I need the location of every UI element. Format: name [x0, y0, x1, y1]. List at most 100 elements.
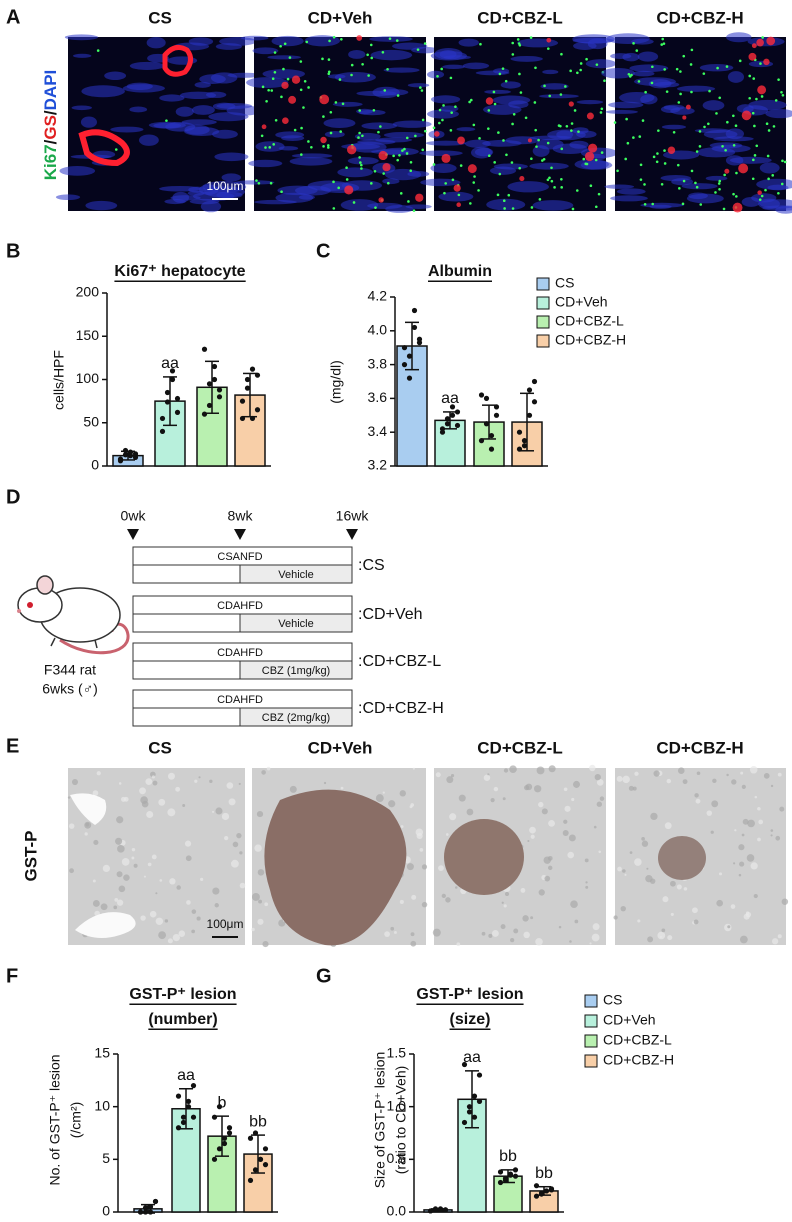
- ki67-dot: [432, 163, 436, 166]
- ki67-dot: [672, 130, 676, 134]
- nucleus-blue: [275, 131, 305, 139]
- nucleus-blue: [304, 35, 341, 47]
- tissue-texture: [228, 798, 236, 806]
- ki67-dot: [541, 159, 544, 162]
- tissue-texture: [120, 796, 126, 802]
- group-label: :CD+Veh: [358, 606, 422, 623]
- ki67-dot: [599, 111, 603, 114]
- treatment-box: [132, 707, 241, 727]
- ki67-dot: [444, 182, 447, 185]
- column-title: CD+CBZ-L: [477, 8, 562, 27]
- tissue-texture: [131, 856, 135, 860]
- tissue-texture: [410, 940, 417, 947]
- tissue-texture: [562, 830, 569, 837]
- tissue-texture: [585, 885, 589, 889]
- ki67-dot: [780, 182, 784, 186]
- gs-dot: [457, 136, 465, 145]
- ki67-dot: [322, 145, 325, 148]
- data-point: [444, 416, 451, 422]
- ki67-dot: [300, 153, 303, 156]
- legend-swatch: [536, 315, 550, 329]
- data-point: [247, 1177, 254, 1183]
- ki67-dot: [594, 205, 598, 209]
- tissue-texture: [734, 829, 737, 832]
- data-point: [164, 389, 171, 396]
- tissue-texture: [164, 919, 169, 923]
- data-point: [466, 1109, 473, 1115]
- data-point: [512, 1173, 519, 1179]
- nucleus-blue: [661, 124, 687, 130]
- ki67-dot: [724, 148, 727, 152]
- ki67-dot: [442, 104, 445, 107]
- tissue-texture: [645, 875, 653, 883]
- tissue-texture: [411, 894, 417, 900]
- nucleus-blue: [104, 71, 127, 81]
- stain-dapi: DAPI: [41, 70, 60, 111]
- y-axis-label: (/cm²): [68, 1102, 84, 1139]
- ki67-dot: [412, 209, 416, 212]
- data-point: [190, 1083, 197, 1089]
- tissue-texture: [620, 905, 626, 912]
- data-point: [526, 387, 533, 393]
- timepoint: 16wk: [336, 508, 370, 524]
- tissue-texture: [584, 858, 589, 863]
- ki67-dot: [372, 108, 376, 112]
- treatment-label: CBZ (2mg/kg): [262, 712, 330, 724]
- ki67-dot: [625, 117, 628, 121]
- nucleus-blue: [756, 178, 792, 190]
- ki67-dot: [679, 70, 682, 73]
- tissue-texture: [770, 784, 774, 788]
- legend-swatch: [584, 1014, 598, 1028]
- data-point: [401, 362, 408, 368]
- y-tick-label: 1.0: [387, 1097, 407, 1113]
- ki67-dot: [639, 178, 643, 181]
- data-point: [211, 376, 218, 383]
- ki67-dot: [329, 131, 333, 135]
- gs-dot: [756, 38, 764, 47]
- significance-label: aa: [463, 1049, 481, 1066]
- tissue-texture: [93, 839, 99, 846]
- ki67-dot: [360, 167, 363, 170]
- nucleus-blue: [110, 126, 144, 133]
- tissue-texture: [741, 784, 746, 789]
- tissue-texture: [749, 766, 758, 774]
- ki67-dot: [421, 148, 425, 152]
- gs-dot: [685, 104, 691, 110]
- ki67-dot: [326, 144, 330, 147]
- nucleus-blue: [474, 147, 494, 157]
- gs-dot: [320, 136, 327, 144]
- tissue-texture: [488, 933, 493, 938]
- tissue-texture: [178, 930, 186, 937]
- legend-swatch: [584, 994, 598, 1008]
- ki67-dot: [560, 147, 564, 151]
- gs-dot: [748, 52, 757, 61]
- ki67-dot: [327, 58, 331, 61]
- nucleus-blue: [430, 163, 457, 174]
- ki67-dot: [337, 186, 340, 190]
- nucleus-blue: [574, 159, 609, 170]
- tissue-texture: [172, 933, 180, 942]
- tissue-texture: [239, 851, 243, 855]
- nucleus-blue: [458, 38, 479, 47]
- panel-label: F: [6, 965, 18, 987]
- tissue-texture: [544, 875, 551, 882]
- tissue-texture: [114, 897, 119, 902]
- data-point: [488, 446, 495, 452]
- nucleus-blue: [576, 99, 604, 105]
- data-point: [216, 1146, 223, 1152]
- data-point: [132, 451, 139, 457]
- tissue-texture: [585, 881, 588, 884]
- ki67-dot: [660, 182, 664, 186]
- ki67-dot: [716, 66, 719, 70]
- ki67-dot: [288, 56, 292, 59]
- ki67-dot: [498, 72, 502, 76]
- ki67-dot: [781, 93, 785, 97]
- treatment-label: Vehicle: [278, 618, 313, 630]
- tissue-texture: [572, 780, 581, 788]
- data-point: [252, 1167, 259, 1173]
- ki67-dot: [451, 178, 455, 182]
- tissue-texture: [69, 868, 74, 874]
- tissue-texture: [182, 804, 186, 807]
- ki67-dot: [257, 181, 261, 185]
- ki67-dot: [644, 90, 647, 94]
